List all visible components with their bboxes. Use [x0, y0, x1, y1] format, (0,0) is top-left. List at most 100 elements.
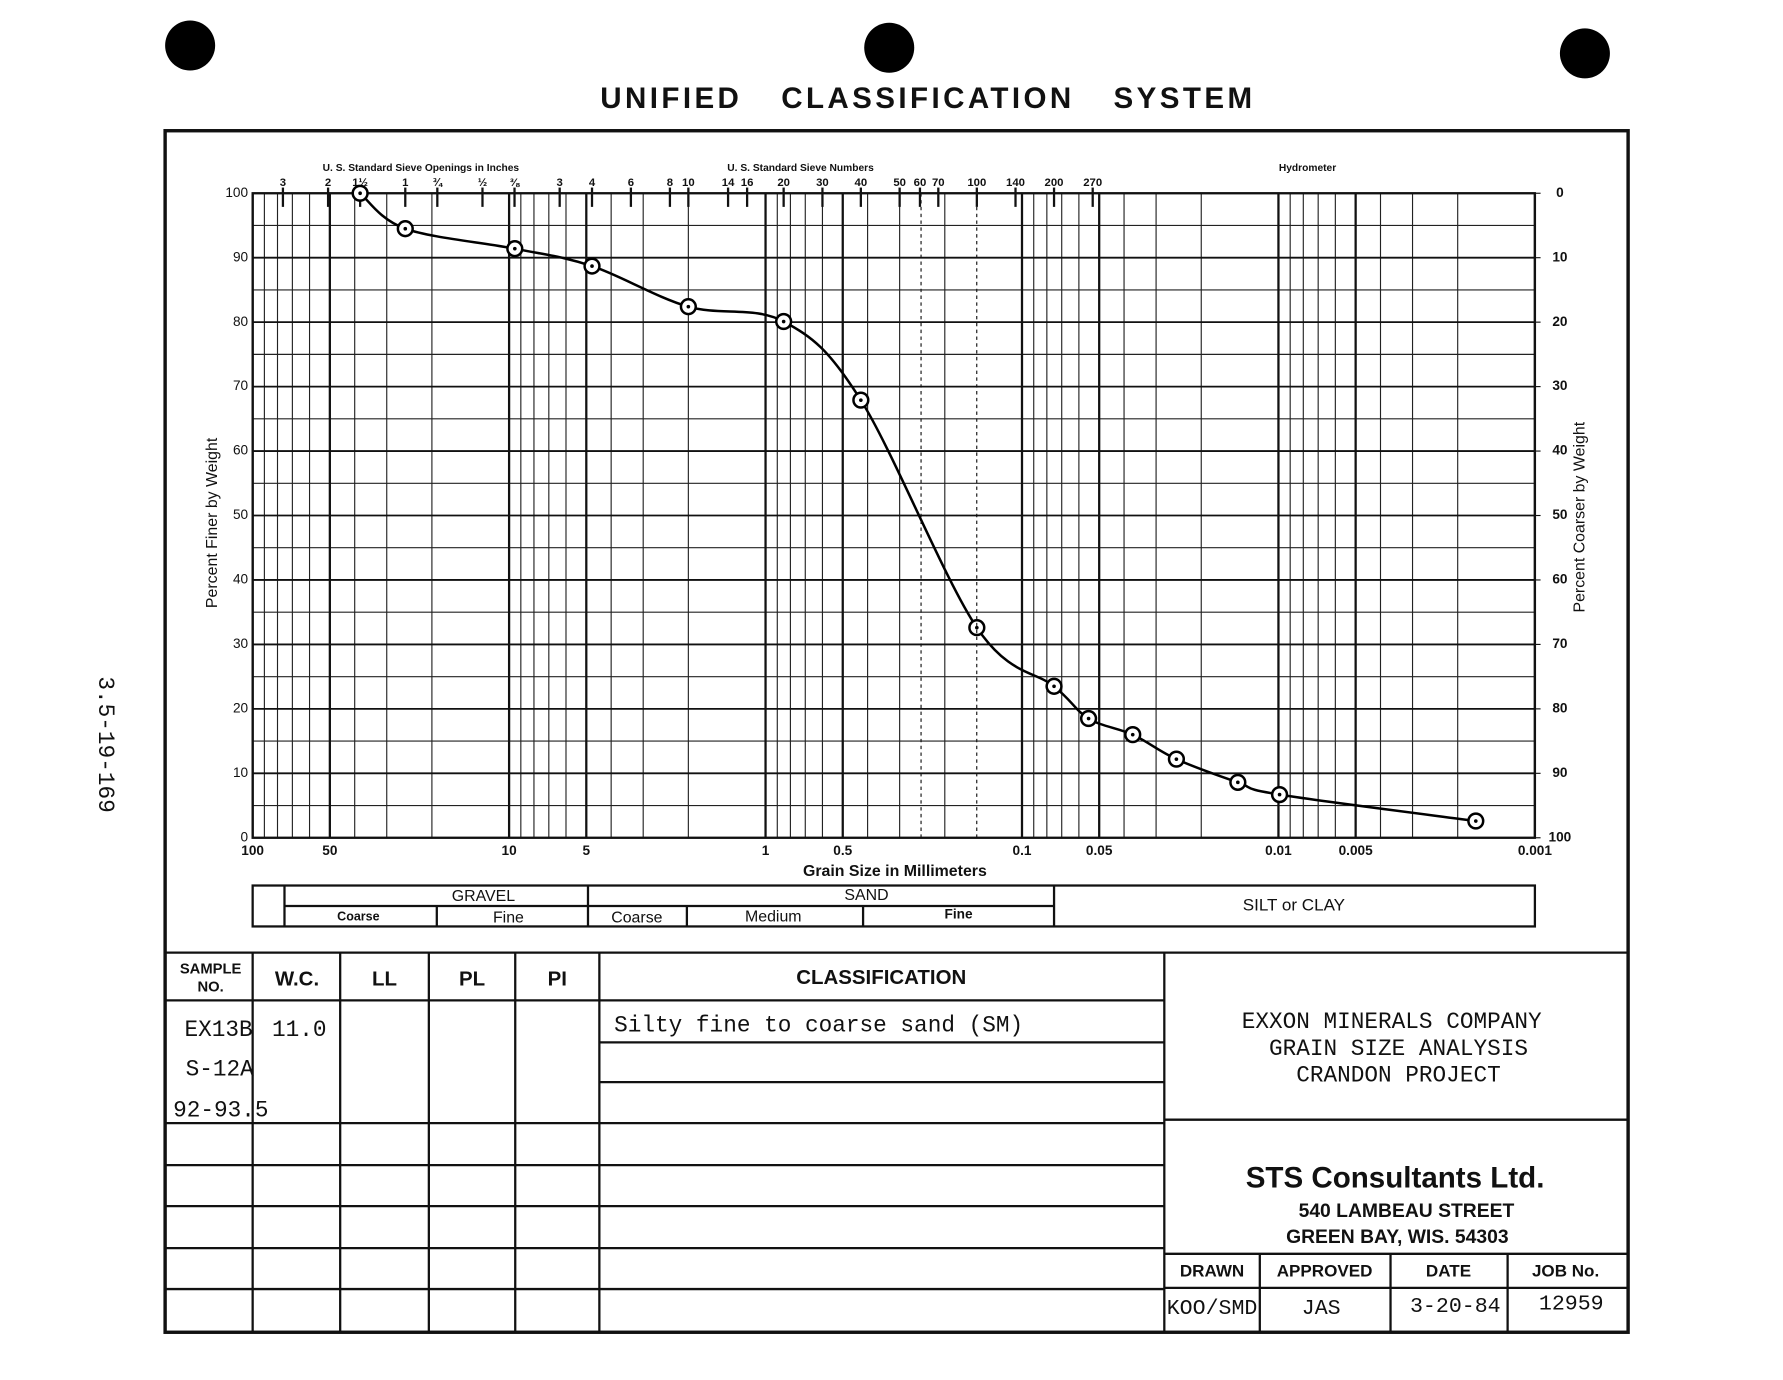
y2-tick-label: 30: [1552, 378, 1568, 393]
punch-hole: [1559, 28, 1610, 79]
data-point-dot: [1236, 780, 1240, 785]
project-line: GRAIN SIZE ANALYSIS: [1269, 1036, 1528, 1062]
title-block-header: DATE: [1426, 1262, 1471, 1281]
data-point-dot: [590, 264, 594, 268]
punch-hole: [864, 22, 915, 73]
y-tick-label: 0: [241, 829, 249, 844]
band-sub-label: Coarse: [337, 910, 379, 924]
x-tick-label: 10: [502, 843, 518, 858]
sample-no: 92-93.5: [173, 1098, 268, 1124]
table-header: CLASSIFICATION: [796, 966, 966, 989]
x2-tick-label: 100: [967, 177, 986, 189]
x2-tick-label: 200: [1045, 177, 1064, 189]
x2-tick-label: 3: [557, 177, 563, 189]
table-header: NO.: [197, 980, 223, 996]
table-header: W.C.: [275, 967, 319, 990]
title-block-value: JAS: [1302, 1297, 1341, 1321]
y-tick-label: 80: [233, 314, 249, 329]
table-header: SAMPLE: [180, 962, 242, 978]
data-point-dot: [1174, 757, 1179, 761]
x-tick-label: 5: [583, 843, 591, 858]
title-block-value: KOO/SMD: [1167, 1297, 1258, 1321]
y-tick-label: 10: [233, 765, 249, 780]
y2-tick-label: 40: [1552, 443, 1568, 458]
y2-axis-title: Percent Coarser by Weight: [1572, 421, 1589, 612]
x2-tick-label: 3: [280, 177, 286, 189]
title-block-value: 12959: [1539, 1293, 1604, 1317]
title-block-header: JOB No.: [1532, 1262, 1599, 1281]
y-axis-title: Percent Finer by Weight: [204, 437, 221, 608]
x2-tick-label: 2: [325, 177, 331, 189]
classification-band: [251, 884, 1537, 928]
y2-tick-label: 80: [1552, 700, 1568, 715]
x2-tick-label: 16: [741, 177, 754, 189]
y-tick-label: 70: [233, 378, 249, 393]
band-sub-label: Fine: [493, 910, 524, 927]
y2-tick-label: 10: [1552, 249, 1568, 264]
data-point-dot: [1130, 732, 1135, 737]
page-title: UNIFIED CLASSIFICATION SYSTEM: [600, 82, 1255, 115]
y-tick-label: 40: [233, 572, 249, 587]
y-tick-label: 90: [233, 249, 249, 264]
y-tick-label: 50: [233, 507, 249, 522]
x2-tick-label: 40: [855, 177, 868, 189]
band-label: SAND: [844, 887, 888, 904]
x2-tick-label: ⅜: [510, 177, 521, 189]
x2-group-label: U. S. Standard Sieve Numbers: [727, 163, 874, 174]
data-point-dot: [1052, 684, 1056, 689]
title-block-value: 3-20-84: [1410, 1295, 1501, 1319]
y2-tick-label: 20: [1552, 314, 1568, 329]
y-tick-label: 60: [233, 443, 249, 458]
table-grid: [165, 951, 1629, 1333]
x-tick-label: 0.1: [1013, 843, 1032, 858]
x2-group-label: Hydrometer: [1279, 163, 1336, 174]
y2-tick-label: 60: [1552, 572, 1568, 587]
band-label: GRAVEL: [452, 888, 516, 905]
x2-tick-label: 70: [932, 177, 945, 189]
x2-group-label: U. S. Standard Sieve Openings in Inches: [323, 163, 520, 174]
x2-tick-label: 20: [777, 177, 790, 189]
data-point-dot: [512, 246, 517, 251]
data-point-dot: [358, 191, 362, 196]
x2-tick-label: 6: [628, 177, 634, 189]
band-frame: [251, 884, 1537, 928]
y2-tick-label: 0: [1556, 185, 1564, 200]
band-sub-label: Medium: [745, 909, 802, 926]
x-tick-label: 0.5: [833, 843, 852, 858]
y2-tick-label: 90: [1552, 765, 1568, 780]
table-header: PL: [459, 967, 485, 990]
data-point-dot: [1277, 792, 1282, 797]
band-label: SILT or CLAY: [1243, 895, 1345, 914]
x2-tick-label: ¾: [433, 177, 444, 189]
x-tick-label: 0.001: [1518, 843, 1553, 858]
water-content: 11.0: [272, 1017, 327, 1043]
classification: Silty fine to coarse sand (SM): [614, 1012, 1023, 1038]
x-tick-label: 100: [241, 843, 264, 858]
sample-no: S-12A: [186, 1057, 255, 1083]
y-tick-label: 20: [233, 700, 249, 715]
x2-tick-label: 8: [667, 177, 673, 189]
band-sub-label: Coarse: [611, 910, 662, 927]
consultant-address: GREEN BAY, WIS. 54303: [1286, 1227, 1509, 1248]
x2-tick-label: 14: [722, 177, 735, 189]
data-point-dot: [403, 226, 408, 231]
x2-tick-label: 140: [1006, 177, 1025, 189]
sample-no: EX13B: [184, 1017, 252, 1043]
x-tick-label: 0.005: [1339, 843, 1374, 858]
x2-tick-label: 30: [816, 177, 829, 189]
data-point-dot: [859, 398, 863, 402]
y2-tick-label: 70: [1552, 636, 1568, 651]
x2-tick-label: 270: [1083, 177, 1102, 189]
title-block-header: APPROVED: [1277, 1262, 1373, 1281]
data-point-dot: [1473, 819, 1478, 823]
consultant-name: STS Consultants Ltd.: [1246, 1162, 1545, 1195]
band-sub-label: Fine: [945, 907, 973, 922]
data-point-dot: [975, 625, 979, 630]
x-tick-label: 0.05: [1086, 843, 1113, 858]
x2-tick-label: 50: [893, 177, 906, 189]
x-tick-label: 1: [762, 843, 770, 858]
y2-tick-label: 100: [1549, 829, 1572, 844]
